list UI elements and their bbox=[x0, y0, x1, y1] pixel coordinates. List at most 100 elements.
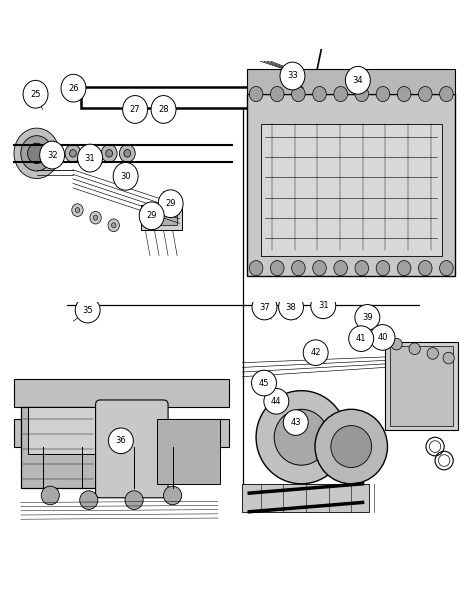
Circle shape bbox=[21, 136, 53, 171]
Circle shape bbox=[280, 62, 305, 90]
FancyBboxPatch shape bbox=[96, 400, 168, 498]
Circle shape bbox=[429, 441, 441, 452]
Circle shape bbox=[90, 212, 101, 224]
Text: 42: 42 bbox=[310, 348, 321, 357]
Circle shape bbox=[391, 338, 402, 350]
Circle shape bbox=[279, 294, 303, 320]
Bar bbox=[243, 484, 369, 512]
Circle shape bbox=[311, 293, 336, 319]
Bar bbox=[27, 407, 96, 454]
Circle shape bbox=[139, 202, 164, 230]
Bar bbox=[261, 125, 442, 255]
Text: 34: 34 bbox=[353, 76, 363, 85]
Circle shape bbox=[419, 86, 432, 102]
Circle shape bbox=[409, 343, 420, 354]
Circle shape bbox=[80, 491, 98, 510]
Circle shape bbox=[292, 261, 305, 275]
Circle shape bbox=[125, 491, 143, 510]
Text: 35: 35 bbox=[82, 306, 93, 314]
Text: 28: 28 bbox=[158, 105, 169, 114]
Circle shape bbox=[256, 391, 346, 484]
Circle shape bbox=[65, 145, 81, 162]
Circle shape bbox=[108, 219, 119, 232]
Circle shape bbox=[349, 326, 374, 351]
Circle shape bbox=[313, 86, 326, 102]
Bar bbox=[14, 379, 229, 407]
Circle shape bbox=[334, 86, 347, 102]
Text: 31: 31 bbox=[85, 154, 95, 162]
Bar bbox=[146, 210, 177, 226]
Circle shape bbox=[439, 261, 453, 275]
Circle shape bbox=[14, 128, 59, 179]
Circle shape bbox=[27, 143, 46, 164]
Text: 29: 29 bbox=[146, 212, 157, 220]
Text: 38: 38 bbox=[286, 303, 296, 311]
Circle shape bbox=[158, 190, 183, 218]
Circle shape bbox=[376, 86, 390, 102]
Text: 40: 40 bbox=[377, 333, 388, 342]
Circle shape bbox=[443, 352, 454, 364]
Circle shape bbox=[303, 340, 328, 365]
Bar bbox=[14, 418, 229, 446]
Circle shape bbox=[83, 145, 99, 162]
Text: 31: 31 bbox=[318, 302, 328, 310]
Circle shape bbox=[119, 145, 135, 162]
Circle shape bbox=[252, 294, 277, 320]
Circle shape bbox=[252, 370, 276, 396]
Circle shape bbox=[249, 86, 263, 102]
Circle shape bbox=[331, 426, 372, 468]
Circle shape bbox=[113, 162, 138, 190]
Circle shape bbox=[75, 297, 100, 323]
Text: 30: 30 bbox=[120, 172, 131, 181]
Circle shape bbox=[109, 428, 133, 454]
Circle shape bbox=[264, 389, 289, 414]
Circle shape bbox=[292, 86, 305, 102]
Circle shape bbox=[70, 150, 76, 157]
Text: 39: 39 bbox=[362, 313, 373, 322]
Bar bbox=[157, 418, 220, 484]
Text: 32: 32 bbox=[47, 151, 57, 159]
Text: 29: 29 bbox=[165, 199, 176, 208]
Text: 36: 36 bbox=[116, 437, 126, 445]
Circle shape bbox=[283, 410, 308, 435]
Circle shape bbox=[271, 86, 284, 102]
Circle shape bbox=[61, 74, 86, 102]
Circle shape bbox=[41, 486, 59, 505]
Circle shape bbox=[334, 261, 347, 275]
Circle shape bbox=[427, 348, 438, 359]
Circle shape bbox=[355, 305, 380, 330]
Circle shape bbox=[315, 409, 387, 484]
Circle shape bbox=[376, 261, 390, 275]
Bar bbox=[390, 347, 453, 426]
Circle shape bbox=[151, 95, 176, 123]
Circle shape bbox=[72, 204, 83, 216]
Circle shape bbox=[88, 150, 94, 157]
Text: 33: 33 bbox=[287, 72, 298, 80]
Circle shape bbox=[123, 95, 147, 123]
Circle shape bbox=[419, 261, 432, 275]
Text: 26: 26 bbox=[68, 84, 79, 92]
Circle shape bbox=[40, 141, 64, 169]
Circle shape bbox=[313, 261, 326, 275]
Circle shape bbox=[274, 409, 328, 465]
Circle shape bbox=[23, 80, 48, 108]
Circle shape bbox=[93, 215, 98, 220]
Circle shape bbox=[75, 207, 80, 213]
Circle shape bbox=[438, 455, 450, 466]
Text: 44: 44 bbox=[271, 397, 282, 406]
Bar bbox=[247, 69, 456, 94]
Circle shape bbox=[355, 261, 369, 275]
Text: 25: 25 bbox=[30, 90, 41, 98]
Bar bbox=[21, 407, 107, 488]
Text: 37: 37 bbox=[259, 303, 270, 311]
Circle shape bbox=[106, 150, 112, 157]
Circle shape bbox=[355, 86, 369, 102]
Circle shape bbox=[124, 150, 131, 157]
Circle shape bbox=[397, 86, 411, 102]
Bar bbox=[141, 205, 182, 230]
Text: 41: 41 bbox=[356, 334, 366, 343]
Bar bbox=[385, 342, 458, 430]
Text: 27: 27 bbox=[130, 105, 140, 114]
Circle shape bbox=[271, 261, 284, 275]
Bar bbox=[81, 87, 405, 108]
